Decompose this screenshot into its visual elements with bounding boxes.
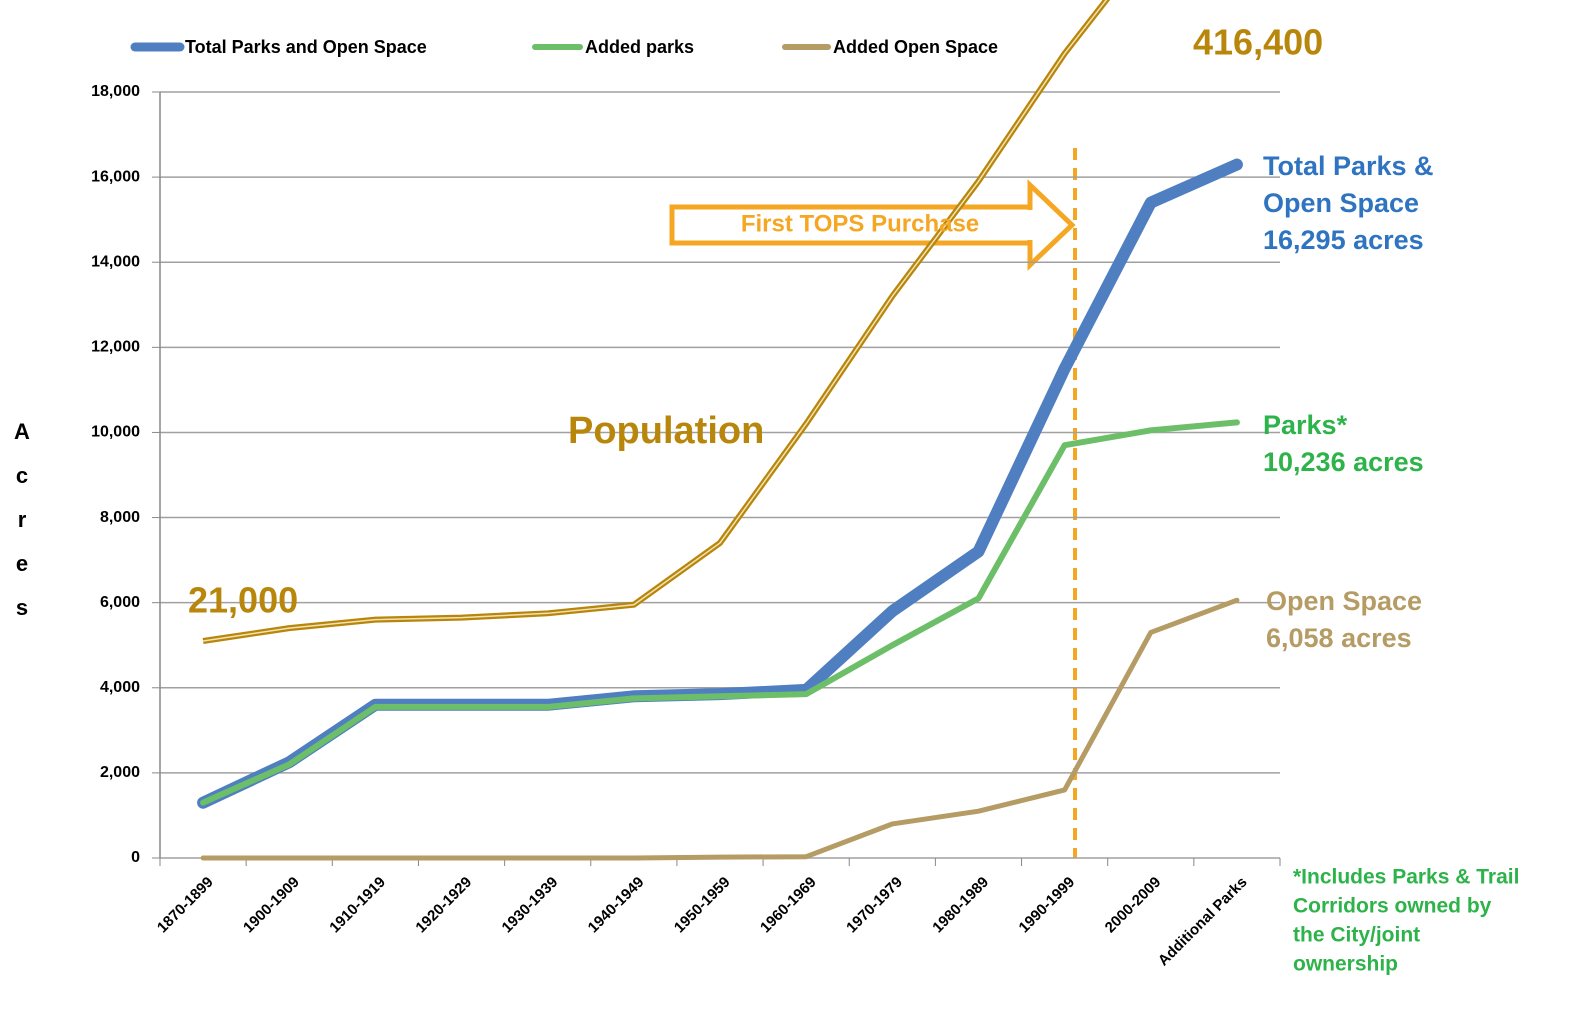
footnote: the City/joint <box>1293 924 1420 947</box>
x-tick-label: 1970-1979 <box>843 874 906 937</box>
x-tick-label: Additional Parks <box>1155 874 1251 970</box>
parks-label: 10,236 acres <box>1263 447 1424 477</box>
y-tick-label: 0 <box>131 849 140 866</box>
x-tick-label: 1900-1909 <box>240 874 303 937</box>
total-label: Total Parks & <box>1263 151 1434 181</box>
total-label: 16,295 acres <box>1263 225 1424 255</box>
legend-label: Total Parks and Open Space <box>185 37 427 57</box>
x-tick-label: 1910-1919 <box>326 874 389 937</box>
y-tick-label: 18,000 <box>91 83 140 100</box>
footnote: ownership <box>1293 953 1398 976</box>
series-line <box>197 158 1243 809</box>
x-tick-label: 1930-1939 <box>499 874 562 937</box>
parks-label: Parks* <box>1263 410 1348 440</box>
x-tick-label: 1920-1929 <box>412 874 475 937</box>
population-start: 21,000 <box>188 580 298 621</box>
x-tick-label: 2000-2009 <box>1102 874 1165 937</box>
x-tick-label: 1950-1959 <box>671 874 734 937</box>
y-tick-label: 2,000 <box>100 764 140 781</box>
population-label: Population <box>568 410 764 452</box>
x-tick-label: 1990-1999 <box>1016 874 1079 937</box>
series-line <box>200 419 1240 806</box>
open-space-label: 6,058 acres <box>1266 623 1412 653</box>
legend-label: Added Open Space <box>833 37 998 57</box>
tops-label: First TOPS Purchase <box>741 210 979 237</box>
y-tick-label: 6,000 <box>100 594 140 611</box>
x-tick-label: 1870-1899 <box>154 874 217 937</box>
arrow-head <box>1027 179 1076 271</box>
y-tick-label: 14,000 <box>91 253 140 270</box>
y-tick-label: 12,000 <box>91 339 140 356</box>
y-tick-label: 4,000 <box>100 679 140 696</box>
legend-label: Added parks <box>585 37 694 57</box>
arrow-body <box>669 204 1035 246</box>
y-tick-label: 8,000 <box>100 509 140 526</box>
open-space-label: Open Space <box>1266 586 1422 616</box>
x-tick-label: 1940-1949 <box>585 874 648 937</box>
y-tick-label: 16,000 <box>91 168 140 185</box>
footnote: *Includes Parks & Trail <box>1293 866 1519 889</box>
arrow-join <box>1020 210 1034 240</box>
y-tick-label: 10,000 <box>91 424 140 441</box>
total-label: Open Space <box>1263 188 1419 218</box>
x-tick-label: 1960-1969 <box>757 874 820 937</box>
footnote: Corridors owned by <box>1293 895 1492 918</box>
x-tick-label: 1980-1989 <box>929 874 992 937</box>
population-end: 416,400 <box>1193 22 1323 63</box>
series-line <box>200 597 1240 861</box>
y-axis-label: Acres <box>14 419 30 620</box>
population-line-inner <box>202 0 1108 642</box>
population-line <box>202 0 1111 644</box>
